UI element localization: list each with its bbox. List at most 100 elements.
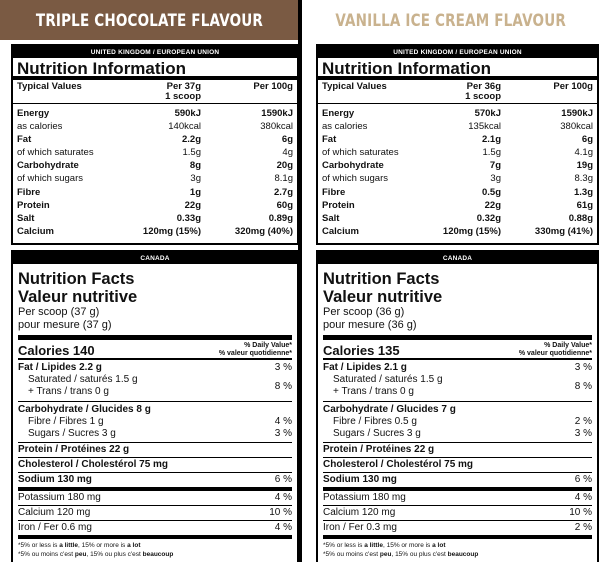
per-serving-header: Per 37g 1 scoop [117,82,201,103]
row-label: Salt [17,212,35,224]
fat-label: Fat / Lipides 2.1 g [323,362,407,373]
saturated-label: Saturated / saturés 1.5 g [28,374,138,386]
carbohydrate-row: Carbohydrate / Glucides 8 g [18,404,292,416]
calcium-label: Calcium 120 mg [18,507,91,519]
fibre-row: Fibre / Fibres 0.5 g 2 % [323,416,592,428]
calcium-row: Calcium 120 mg 10 % [323,506,592,522]
cholesterol-row: Cholesterol / Cholestérol 75 mg [323,458,592,474]
row-per-100g: 20g [276,160,293,172]
per-100g-header: Per 100g [253,81,293,92]
footnote-en-lot: a lot [127,542,141,550]
footnote-en: *5% or less is a little, 15% or more is … [323,541,592,550]
row-per-serving: 3g [190,173,201,185]
sugars-row: Sugars / Sucres 3 g 3 % [18,428,292,440]
row-per-100g: 4.1g [574,147,594,159]
uk-panel-title: Nutrition Information [13,58,297,80]
uk-table-header: Typical Values Per 36g 1 scoop Per 100g [318,80,597,104]
sugars-percent: 3 % [574,428,592,440]
footnote-en-text: , 15% or more is [77,542,128,550]
row-label: Salt [322,212,340,224]
row-per-100g: 0.89g [268,212,293,224]
fat-label: Fat / Lipides 2.2 g [18,362,102,373]
row-label: of which sugars [17,173,84,185]
column-divider [298,0,302,562]
iron-row: Iron / Fer 0.6 mg 4 % [18,521,292,540]
row-per-100g: 6g [281,134,293,146]
typical-values-header: Typical Values [322,81,387,92]
row-per-serving: 120mg (15%) [142,225,201,237]
footnote-en-text: *5% or less is [323,542,365,550]
row-label: Energy [17,108,50,119]
canada-region-bar: CANADA [13,252,297,264]
valeur-nutritive-title: Valeur nutritive [18,288,138,306]
valeur-nutritive-title: Valeur nutritive [323,288,443,306]
potassium-label: Potassium 180 mg [323,492,406,504]
table-row: Energy 570kJ 1590kJ [322,107,593,120]
row-per-100g: 1590kJ [561,108,593,119]
sodium-row: Sodium 130 mg 6 % [18,473,292,492]
sugars-percent: 3 % [274,428,292,440]
per-serving-header-unit: 1 scoop [165,91,201,102]
row-per-serving: 8g [189,160,201,172]
row-label: Fibre [322,186,346,198]
iron-percent: 2 % [574,522,592,534]
fat-row: Fat / Lipides 2.2 g 3 % [18,362,292,374]
row-per-serving: 0.32g [476,212,501,224]
flavour-title: TRIPLE CHOCOLATE FLAVOUR [35,10,263,30]
per-serving-header-weight: Per 36g [466,81,501,92]
serving-size-en: Per scoop (36 g) [323,306,405,318]
calories-row: Calories 140 % Daily Value*% valeur quot… [18,340,292,360]
calcium-row: Calcium 120 mg 10 % [18,506,292,522]
daily-value-header: % Daily Value*% valeur quotidienne* [219,342,292,358]
row-label: Fibre [17,186,41,198]
table-row: Salt 0.33g 0.89g [17,212,293,225]
row-per-100g: 1.3g [573,186,593,198]
cholesterol-label: Cholesterol / Cholestérol 75 mg [18,459,169,471]
footnote-en-text: *5% or less is [18,542,60,550]
iron-label: Iron / Fer 0.6 mg [18,522,92,534]
row-per-serving: 120mg (15%) [442,225,501,237]
row-per-serving: 570kJ [474,108,501,119]
row-label: Energy [322,108,355,119]
table-row: as calories 135kcal 380kcal [322,120,593,133]
fibre-row: Fibre / Fibres 1 g 4 % [18,416,292,428]
row-label: Fat [322,134,337,146]
carbohydrate-row: Carbohydrate / Glucides 7 g [323,404,592,416]
vanilla-column: VANILLA ICE CREAM FLAVOUR UNITED KINGDOM… [302,0,600,562]
row-label: Calcium [322,225,359,237]
footnote-fr-peu: peu [74,551,87,559]
row-per-100g: 2.7g [273,186,293,198]
serving-size-en: Per scoop (37 g) [18,306,100,318]
nutrition-facts-title: Nutrition Facts [323,270,440,288]
footnote-fr-peu: peu [379,551,392,559]
fibre-percent: 2 % [574,415,592,427]
serving-size-fr: pour mesure (36 g) [323,319,417,331]
sodium-percent: 6 % [274,474,292,486]
carbohydrate-label: Carbohydrate / Glucides 7 g [323,403,456,415]
uk-eu-nutrition-panel: UNITED KINGDOM / EUROPEAN UNION Nutritio… [316,44,599,245]
per-100g-header: Per 100g [553,81,593,92]
row-label: Protein [17,199,50,211]
table-row: Protein 22g 61g [322,199,593,212]
table-row: Calcium 120mg (15%) 330mg (41%) [322,225,593,238]
sodium-label: Sodium 130 mg [323,474,397,486]
potassium-percent: 4 % [274,492,292,504]
carbohydrate-group: Carbohydrate / Glucides 7 g Fibre / Fibr… [323,402,592,444]
footnote-en-text: , 15% or more is [382,542,433,550]
row-per-100g: 1590kJ [261,108,293,119]
row-per-100g: 320mg (40%) [234,225,293,237]
row-label: Carbohydrate [17,160,79,172]
sat-trans-percent: 8 % [274,380,292,392]
row-per-100g: 330mg (41%) [534,225,593,237]
row-per-serving: 2.2g [181,134,201,146]
table-row: Salt 0.32g 0.88g [322,212,593,225]
row-label: Fat [17,134,32,146]
sugars-row: Sugars / Sucres 3 g 3 % [323,428,592,440]
row-label: of which sugars [322,173,389,185]
footnote-en-little: a little [59,542,78,550]
potassium-label: Potassium 180 mg [18,492,101,504]
table-row: of which saturates 1.5g 4.1g [322,146,593,159]
potassium-percent: 4 % [574,492,592,504]
row-per-100g: 380kcal [260,121,293,133]
sugars-label: Sugars / Sucres 3 g [28,428,116,440]
